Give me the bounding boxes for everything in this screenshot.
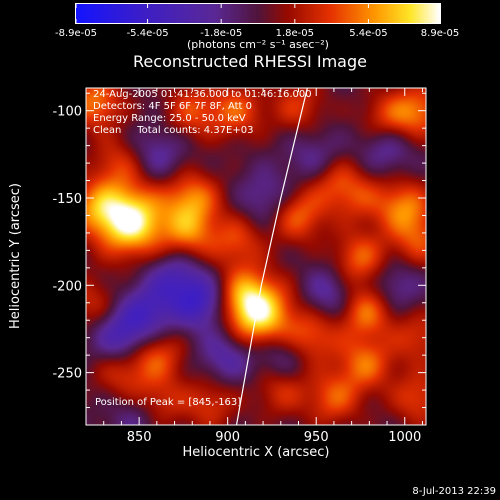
annotation-clean-counts: Clean Total counts: 4.37E+03	[93, 125, 254, 136]
colorbar-tick-label: 5.4e-05	[349, 28, 387, 39]
colorbar-units-label: (photons cm⁻² s⁻¹ asec⁻²)	[187, 38, 329, 51]
y-tick-label: -150	[52, 192, 82, 207]
heatmap-image	[86, 88, 426, 425]
colorbar-tick-label: 8.9e-05	[421, 28, 459, 39]
x-tick-label: 1000	[388, 430, 421, 445]
colorbar-tick-label: -8.9e-05	[55, 28, 97, 39]
x-tick-label: 950	[304, 430, 329, 445]
colorbar-tick-label: -1.8e-05	[200, 28, 242, 39]
chart-title: Reconstructed RHESSI Image	[133, 52, 367, 71]
y-tick-label: -250	[52, 367, 82, 382]
solar-limb-curve	[235, 87, 308, 426]
peak-position-label: Position of Peak = [845,-163]	[95, 397, 242, 408]
y-axis-label: Heliocentric Y (arcsec)	[8, 183, 23, 329]
colorbar-tick-label: 1.8e-05	[276, 28, 314, 39]
y-tick-label: -100	[52, 105, 82, 120]
annotation-energy-range: Energy Range: 25.0 - 50.0 keV	[93, 113, 246, 124]
colorbar	[75, 3, 441, 24]
colorbar-ticks: -8.9e-05 -5.4e-05 -1.8e-05 1.8e-05 5.4e-05 8.…	[55, 4, 459, 39]
x-tick-label: 900	[215, 430, 240, 445]
plot-frame	[85, 87, 427, 426]
x-tick-label: 850	[127, 430, 152, 445]
colorbar-tick-label: -5.4e-05	[127, 28, 169, 39]
y-tick-label: -200	[52, 279, 82, 294]
annotation-time-range: 24-Aug-2005 01:41:36.000 to 01:46:16.000	[93, 89, 312, 100]
x-axis-label: Heliocentric X (arcsec)	[182, 445, 330, 460]
footer-timestamp: 8-Jul-2013 22:39	[412, 486, 496, 497]
annotation-detectors: Detectors: 4F 5F 6F 7F 8F, Att 0	[93, 101, 253, 112]
